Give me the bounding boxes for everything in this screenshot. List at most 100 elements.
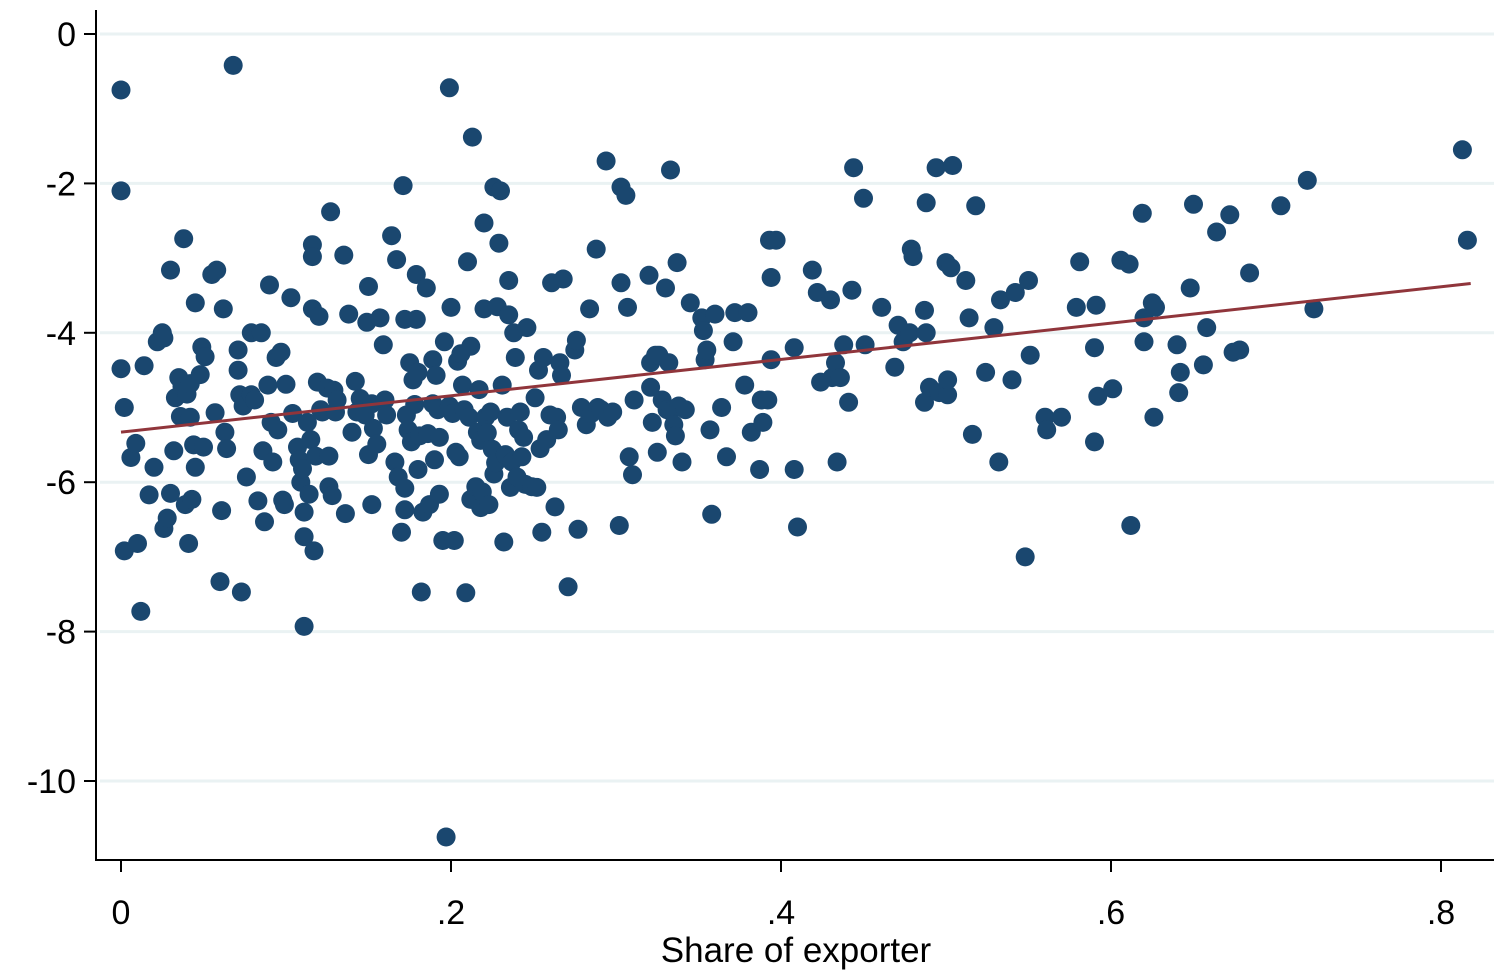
data-point	[1019, 271, 1038, 290]
data-point	[128, 534, 147, 553]
data-point	[385, 452, 405, 472]
data-point	[294, 616, 314, 636]
data-point	[111, 80, 131, 100]
data-point	[641, 377, 661, 397]
data-point	[505, 348, 525, 367]
data-point	[533, 348, 553, 367]
data-point	[766, 230, 786, 250]
data-point	[1132, 203, 1152, 223]
data-point	[991, 290, 1010, 310]
data-point	[545, 497, 565, 517]
data-point	[872, 297, 892, 317]
data-point	[426, 365, 446, 385]
data-point	[1005, 283, 1025, 302]
data-point	[461, 336, 481, 356]
data-point	[444, 531, 464, 550]
data-point	[609, 516, 629, 535]
data-point	[423, 350, 443, 370]
data-point	[672, 452, 692, 472]
data-point	[1457, 230, 1477, 250]
data-point	[611, 273, 631, 293]
data-point	[915, 300, 934, 320]
data-point	[552, 365, 571, 385]
data-point	[1037, 420, 1057, 440]
data-point	[217, 439, 237, 459]
data-point	[916, 193, 936, 213]
data-point	[514, 427, 534, 447]
data-point	[499, 271, 519, 290]
data-point	[213, 299, 233, 319]
data-point	[1088, 386, 1108, 406]
data-point	[319, 446, 339, 466]
data-point	[416, 278, 436, 298]
data-point	[134, 356, 154, 376]
data-point	[510, 402, 530, 422]
y-tick-label: -4	[46, 315, 76, 353]
data-point	[750, 460, 770, 479]
data-point	[306, 446, 326, 466]
data-point	[517, 318, 537, 338]
data-point	[1170, 362, 1190, 382]
data-point	[154, 328, 174, 348]
data-point	[334, 245, 354, 265]
data-point	[553, 269, 573, 289]
data-point	[161, 483, 180, 503]
data-point	[1169, 383, 1189, 403]
data-point	[377, 405, 397, 425]
data-point	[712, 398, 732, 417]
data-point	[321, 202, 341, 222]
data-point	[439, 78, 459, 98]
data-point	[1167, 335, 1187, 355]
data-point	[441, 297, 461, 317]
data-point	[131, 601, 151, 621]
data-point	[854, 188, 873, 208]
data-point	[697, 340, 717, 360]
data-point	[479, 495, 499, 515]
x-tick-label: .8	[1427, 894, 1455, 932]
data-point	[195, 347, 215, 367]
data-point	[373, 335, 393, 355]
y-tick-label: 0	[57, 16, 76, 54]
data-point	[959, 308, 979, 328]
data-point	[228, 340, 248, 360]
data-point	[393, 176, 413, 196]
data-point	[839, 392, 859, 412]
data-point	[844, 158, 864, 178]
data-point	[784, 460, 804, 479]
data-point	[293, 459, 312, 479]
data-point	[647, 442, 667, 462]
data-point	[182, 489, 202, 509]
data-point	[114, 398, 134, 417]
axes	[84, 10, 1494, 872]
data-point	[302, 247, 322, 267]
data-point	[915, 392, 934, 412]
data-point	[619, 447, 639, 467]
data-point	[1193, 355, 1213, 375]
data-point	[1066, 297, 1086, 317]
data-point	[309, 306, 329, 326]
data-point	[753, 412, 773, 432]
data-point	[616, 185, 636, 205]
data-point	[212, 501, 232, 521]
data-point	[702, 504, 722, 524]
data-point	[395, 500, 415, 520]
data-point	[512, 447, 532, 467]
data-point	[984, 318, 1004, 338]
data-point	[157, 508, 177, 528]
data-point	[834, 335, 854, 355]
data-point	[926, 158, 946, 178]
data-point	[185, 293, 205, 313]
data-point	[408, 362, 428, 382]
data-point	[408, 460, 428, 479]
data-point	[903, 247, 923, 267]
data-point	[1020, 345, 1040, 365]
data-point	[297, 412, 317, 432]
data-point	[603, 402, 623, 422]
data-point	[223, 55, 243, 75]
x-axis-title: Share of exporter	[661, 931, 932, 970]
data-point	[111, 181, 131, 201]
data-point	[436, 827, 456, 847]
data-point	[527, 477, 547, 497]
data-point	[215, 422, 235, 442]
